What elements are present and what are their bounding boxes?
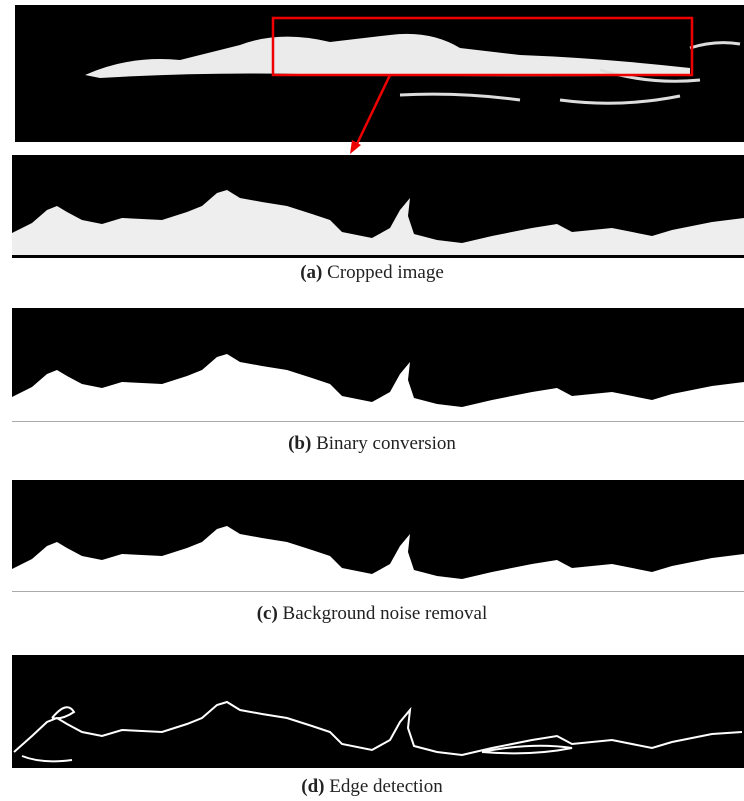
caption-label: (c) [257,603,278,624]
caption-label: (a) [300,262,322,283]
caption-label: (b) [288,433,311,454]
caption: (a) Cropped image [0,262,744,284]
caption-text: Edge detection [329,776,442,797]
panel-image [12,655,744,768]
caption-label: (d) [301,776,324,797]
caption: (d) Edge detection [0,776,744,798]
figure [0,0,744,801]
caption-text: Binary conversion [316,433,456,454]
page: (a) Cropped image (b) Binary conversion … [0,0,744,801]
caption-text: Cropped image [327,262,444,283]
arrow-head [350,140,361,154]
caption: (c) Background noise removal [0,603,744,625]
caption: (b) Binary conversion [0,433,744,455]
caption-text: Background noise removal [283,603,488,624]
